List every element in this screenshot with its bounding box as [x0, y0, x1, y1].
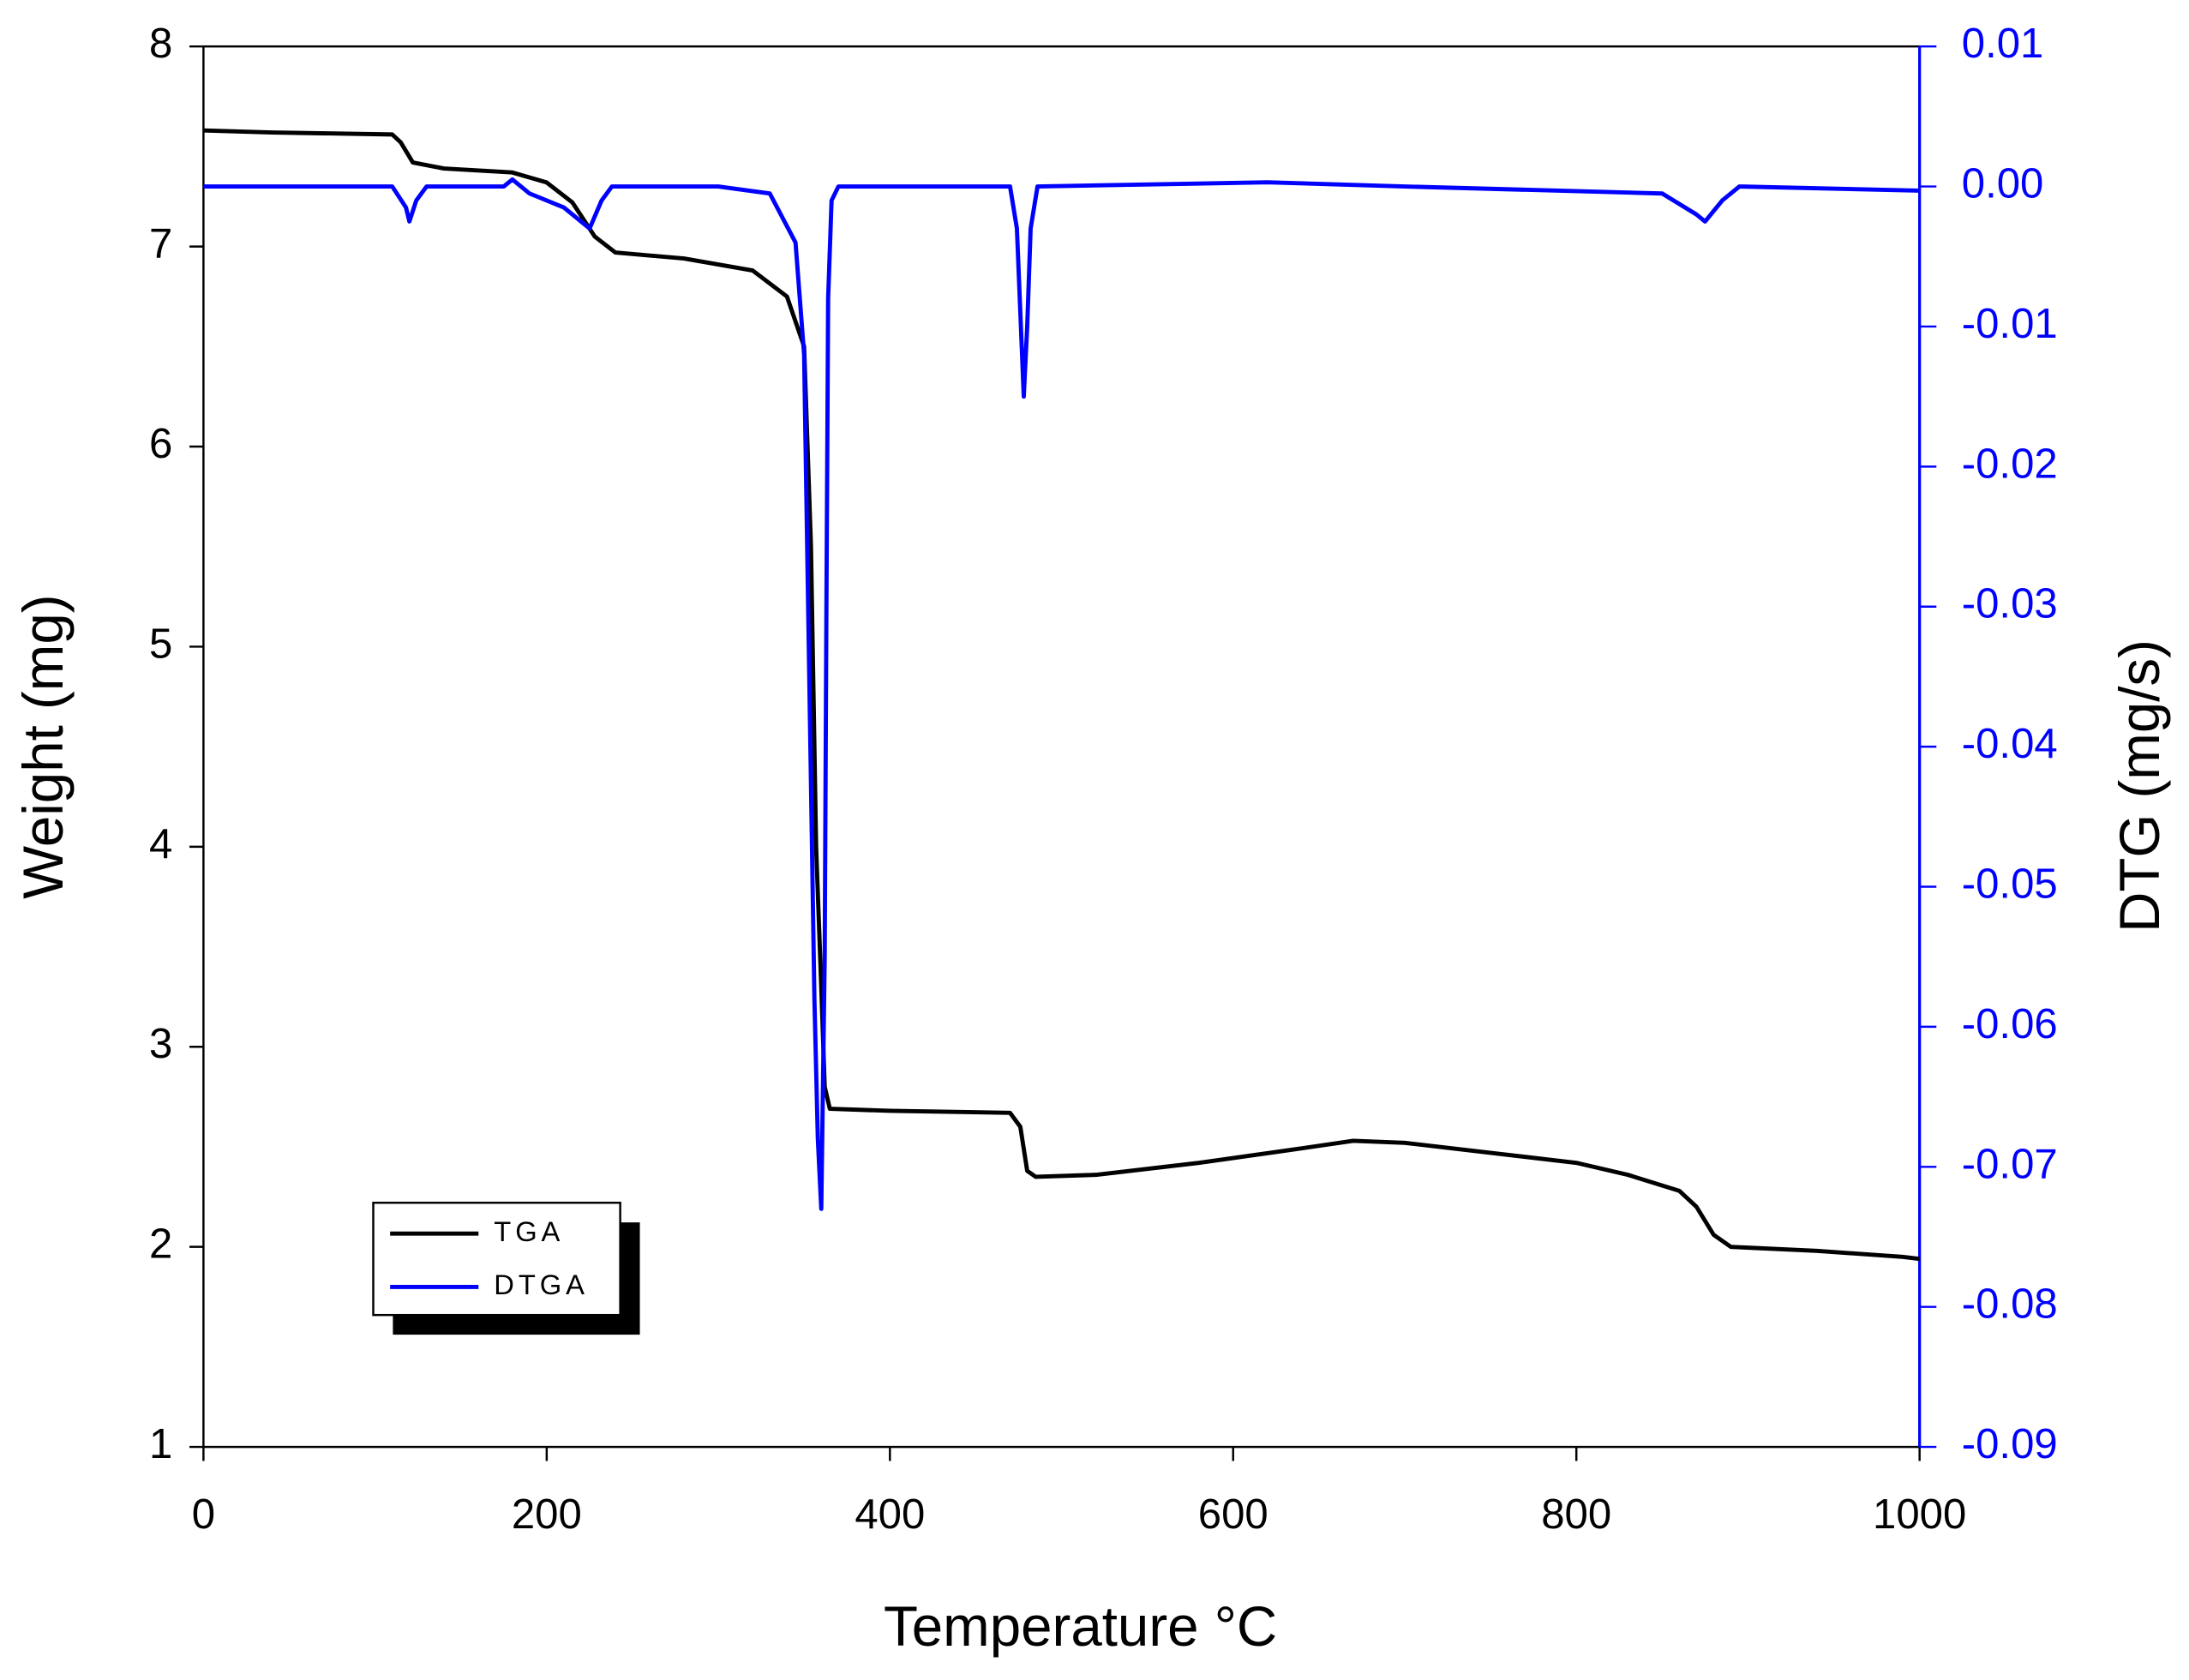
y2-tick-label: 0.00 [1962, 161, 2044, 207]
y-tick-label: 5 [149, 621, 172, 667]
x-tick-label: 800 [1541, 1491, 1611, 1538]
y2-tick-label: -0.05 [1962, 861, 2058, 907]
y2-tick-label: -0.01 [1962, 301, 2058, 347]
y2-tick-label: -0.09 [1962, 1421, 2058, 1467]
legend-label: DTGA [494, 1269, 589, 1300]
series-line [203, 177, 1920, 1211]
x-tick-label: 200 [512, 1491, 582, 1538]
x-tick-label: 0 [192, 1491, 215, 1538]
x-tick-label: 600 [1198, 1491, 1268, 1538]
y-tick-label: 3 [149, 1021, 172, 1067]
legend-label: TGA [494, 1215, 564, 1247]
y-tick-label: 8 [149, 21, 172, 67]
x-tick-label: 400 [855, 1491, 925, 1538]
y-tick-label: 1 [149, 1421, 172, 1467]
y-tick-label: 7 [149, 221, 172, 267]
y2-tick-label: -0.04 [1962, 721, 2058, 767]
x-tick-label: 1000 [1873, 1491, 1966, 1538]
y-tick-label: 2 [149, 1221, 172, 1268]
y-tick-label: 4 [149, 821, 172, 867]
x-axis-label: Temperature °C [884, 1595, 1277, 1658]
y-axis-label: Weight (mg) [12, 594, 75, 898]
y-tick-label: 6 [149, 421, 172, 467]
series-line [203, 128, 1920, 1262]
y2-tick-label: -0.03 [1962, 581, 2058, 627]
legend-box [372, 1201, 621, 1317]
y2-tick-label: -0.02 [1962, 441, 2058, 487]
y2-tick-label: -0.06 [1962, 1001, 2058, 1047]
y2-axis-label: DTG (mg/s) [2108, 639, 2171, 933]
y2-tick-label: 0.01 [1962, 21, 2044, 67]
y2-tick-label: -0.08 [1962, 1281, 2058, 1328]
y2-tick-label: -0.07 [1962, 1141, 2058, 1187]
